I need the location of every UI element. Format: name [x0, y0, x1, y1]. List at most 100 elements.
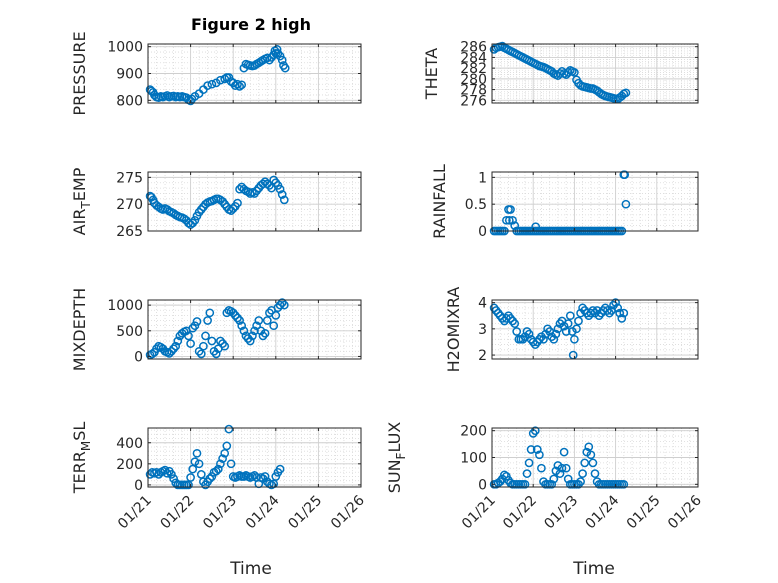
data-point: [557, 463, 567, 473]
y-tick-label: 400: [116, 436, 143, 452]
data-point: [171, 341, 181, 351]
data-point: [576, 477, 585, 486]
data-point: [506, 205, 515, 214]
data-point: [186, 96, 195, 106]
x-tick-label: 01/26: [328, 492, 368, 532]
data-point: [272, 45, 282, 54]
axes-frame: [147, 427, 362, 488]
data-point: [522, 469, 532, 478]
data-point: [563, 474, 573, 484]
data-point: [203, 316, 212, 325]
data-point: [588, 458, 598, 468]
data-point: [230, 311, 240, 320]
data-point: [233, 198, 242, 208]
data-point: [269, 321, 279, 331]
data-point: [504, 215, 514, 225]
data-point: [539, 334, 548, 344]
data-point: [207, 79, 217, 89]
data-point: [570, 334, 579, 344]
data-point: [169, 344, 178, 354]
y-tick-label: 276: [460, 93, 487, 109]
y-tick-label: 280: [460, 72, 487, 88]
subplot-rainfall: 0 0.5 1 RAINFALL: [430, 164, 699, 240]
y-tick-label: 500: [116, 324, 143, 340]
y-axis-label: PRESSURE: [70, 31, 89, 115]
y-tick-label: 286: [460, 40, 487, 56]
data-point: [207, 472, 217, 481]
y-axis-label: AIRTEMP: [70, 167, 93, 235]
data-point: [250, 326, 259, 336]
data-point: [211, 349, 221, 359]
data-point: [508, 215, 517, 225]
data-point: [248, 331, 257, 341]
data-point: [619, 479, 629, 489]
x-axis-label-left: Time: [229, 559, 272, 579]
data-point: [570, 68, 579, 77]
data-point: [173, 336, 183, 346]
y-tick-label: 0: [478, 224, 487, 240]
data-point: [162, 468, 172, 478]
data-point: [563, 68, 573, 77]
y-axis-label: THETA: [422, 48, 441, 100]
y-tick-label: 2: [478, 348, 487, 364]
subplot-pressure: 800 900 1000 PRESSURE: [70, 31, 362, 116]
data-point: [245, 336, 255, 346]
data-point: [237, 80, 247, 90]
y-tick-label: 3: [478, 322, 487, 338]
data-point: [578, 469, 587, 478]
subplot-h2omixra: 2 3 4 H2OMIXRA: [444, 287, 699, 373]
y-tick-label: 200: [460, 424, 487, 440]
data-point: [277, 190, 287, 199]
data-point: [555, 69, 565, 78]
y-axis-label: H2OMIXRA: [444, 287, 463, 373]
data-point: [228, 204, 238, 213]
y-tick-label: 800: [116, 93, 143, 109]
data-point: [235, 82, 244, 91]
data-point: [147, 349, 157, 359]
data-point: [530, 426, 540, 436]
data-point: [524, 458, 534, 468]
data-point: [209, 346, 219, 356]
data-point: [186, 339, 195, 348]
y-axis-label: TERRMSL: [70, 422, 93, 495]
data-point: [580, 458, 590, 468]
data-point: [531, 222, 541, 232]
y-tick-label: 900: [116, 67, 143, 83]
x-tick-label: 01/25: [285, 493, 325, 533]
data-point: [226, 459, 236, 469]
data-point: [260, 472, 270, 481]
data-point: [510, 319, 520, 328]
data-point: [565, 311, 575, 321]
data-point: [164, 349, 174, 358]
data-point: [526, 445, 536, 454]
data-point: [532, 445, 542, 454]
data-point: [179, 214, 189, 224]
data-point: [271, 311, 281, 320]
plot-area: [148, 172, 361, 231]
data-point: [233, 313, 242, 323]
data-point: [233, 79, 242, 89]
data-point: [237, 321, 247, 331]
data-point: [500, 470, 509, 480]
y-tick-label: 4: [478, 296, 487, 312]
data-point: [243, 334, 253, 343]
y-tick-label: 265: [116, 224, 143, 240]
subplot-mixdepth: 0 500 1000 MIXDEPTH: [70, 288, 362, 371]
data-point: [260, 328, 270, 338]
y-tick-label: 275: [116, 170, 143, 186]
axes-frame: [491, 43, 699, 104]
data-point: [586, 450, 596, 460]
data-point: [211, 466, 221, 476]
y-tick-label: 0: [478, 477, 487, 493]
data-point: [167, 346, 176, 356]
data-point: [590, 469, 600, 478]
y-tick-label: 1: [478, 170, 487, 186]
data-point: [201, 331, 210, 341]
data-point: [271, 472, 281, 481]
data-point: [167, 470, 176, 479]
data-point: [277, 55, 287, 65]
x-tick-label: 01/24: [583, 492, 623, 532]
data-point: [194, 459, 204, 469]
